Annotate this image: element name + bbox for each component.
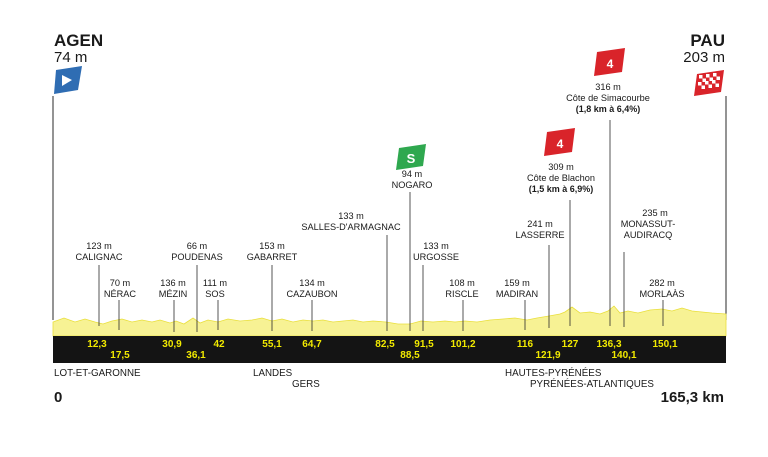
waypoint-name: POUDENAS: [171, 252, 223, 262]
waypoint-km: 150,1: [652, 339, 677, 350]
waypoint-altitude: 241 m: [527, 219, 553, 229]
waypoint-name: RISCLE: [445, 289, 478, 299]
waypoint-km: 55,1: [262, 339, 282, 350]
waypoint-altitude: 282 m: [649, 278, 675, 288]
start-city: AGEN: [54, 31, 103, 50]
waypoint-name: NÉRAC: [104, 289, 137, 299]
waypoint-altitude: 133 m: [423, 241, 449, 251]
waypoint-altitude: 94 m: [402, 169, 423, 179]
climb-name: Côte de Simacourbe: [566, 93, 650, 103]
waypoint-km: 140,1: [611, 350, 636, 361]
waypoint-altitude: 70 m: [110, 278, 131, 288]
climb-category-icon: 4: [594, 48, 625, 76]
waypoint-name: MÉZIN: [159, 289, 188, 299]
waypoint-name: CALIGNAC: [76, 252, 123, 262]
elevation-profile: [52, 305, 727, 337]
start-flag-icon: [54, 66, 82, 94]
waypoint-name: SALLES-D'ARMAGNAC: [301, 222, 401, 232]
climb-category: 4: [607, 57, 614, 71]
sprint-flag-icon: S: [396, 144, 426, 170]
finish-city: PAU: [690, 31, 725, 50]
waypoint-km: 121,9: [535, 350, 560, 361]
waypoint-name: SOS: [205, 289, 224, 299]
waypoint-altitude: 136 m: [160, 278, 186, 288]
distance-start: 0: [54, 389, 62, 406]
waypoint-name: CAZAUBON: [286, 289, 337, 299]
climb-category-icon: 4: [544, 128, 575, 156]
region-label: PYRÉNÉES-ATLANTIQUES: [530, 379, 654, 390]
waypoint-km: 127: [562, 339, 579, 350]
climb-name: Côte de Blachon: [527, 173, 595, 183]
waypoint-altitude: 159 m: [504, 278, 530, 288]
distance-end: 165,3 km: [661, 389, 724, 406]
waypoint-km: 116: [517, 339, 534, 350]
start-altitude: 74 m: [54, 49, 87, 66]
waypoint-name: NOGARO: [392, 180, 433, 190]
region-label: HAUTES-PYRÉNÉES: [505, 368, 602, 379]
region-label: GERS: [292, 379, 320, 390]
waypoint-km: 12,3: [87, 339, 107, 350]
sprint-label: S: [407, 151, 416, 166]
waypoint-km: 82,5: [375, 339, 395, 350]
waypoint-altitude: 153 m: [259, 241, 285, 251]
region-label: LOT-ET-GARONNE: [54, 368, 141, 379]
waypoint-km: 88,5: [400, 350, 420, 361]
waypoint-name: MORLAÀS: [640, 289, 685, 299]
waypoint-altitude: 111 m: [203, 278, 228, 288]
finish-altitude: 203 m: [683, 49, 725, 66]
waypoint-altitude: 108 m: [449, 278, 475, 288]
waypoint-km: 136,3: [596, 339, 621, 350]
waypoint-km: 30,9: [162, 339, 182, 350]
finish-flag-icon: [694, 70, 724, 96]
climb-altitude: 309 m: [548, 162, 574, 172]
climb-detail: (1,8 km à 6,4%): [576, 104, 641, 114]
waypoint-name: URGOSSE: [413, 252, 459, 262]
waypoint-altitude: 133 m: [338, 211, 364, 221]
region-label: LANDES: [253, 368, 293, 379]
waypoint-name: AUDIRACQ: [624, 230, 673, 240]
waypoint-km: 17,5: [110, 350, 130, 361]
waypoint-altitude: 235 m: [642, 208, 668, 218]
climb-category: 4: [557, 137, 564, 151]
waypoint-km: 42: [213, 339, 225, 350]
waypoint-altitude: 134 m: [299, 278, 325, 288]
waypoint-km: 64,7: [302, 339, 322, 350]
waypoint-altitude: 66 m: [187, 241, 208, 251]
waypoint-km: 91,5: [414, 339, 434, 350]
waypoint-name: LASSERRE: [515, 230, 564, 240]
waypoint-name: GABARRET: [247, 252, 298, 262]
waypoint-km: 101,2: [450, 339, 475, 350]
climb-detail: (1,5 km à 6,9%): [529, 184, 594, 194]
climb-altitude: 316 m: [595, 82, 621, 92]
waypoint-altitude: 123 m: [86, 241, 112, 251]
waypoint-name: MONASSUT-: [621, 219, 676, 229]
waypoint-km: 36,1: [186, 350, 206, 361]
km-band: [53, 336, 726, 363]
waypoint-name: MADIRAN: [496, 289, 538, 299]
